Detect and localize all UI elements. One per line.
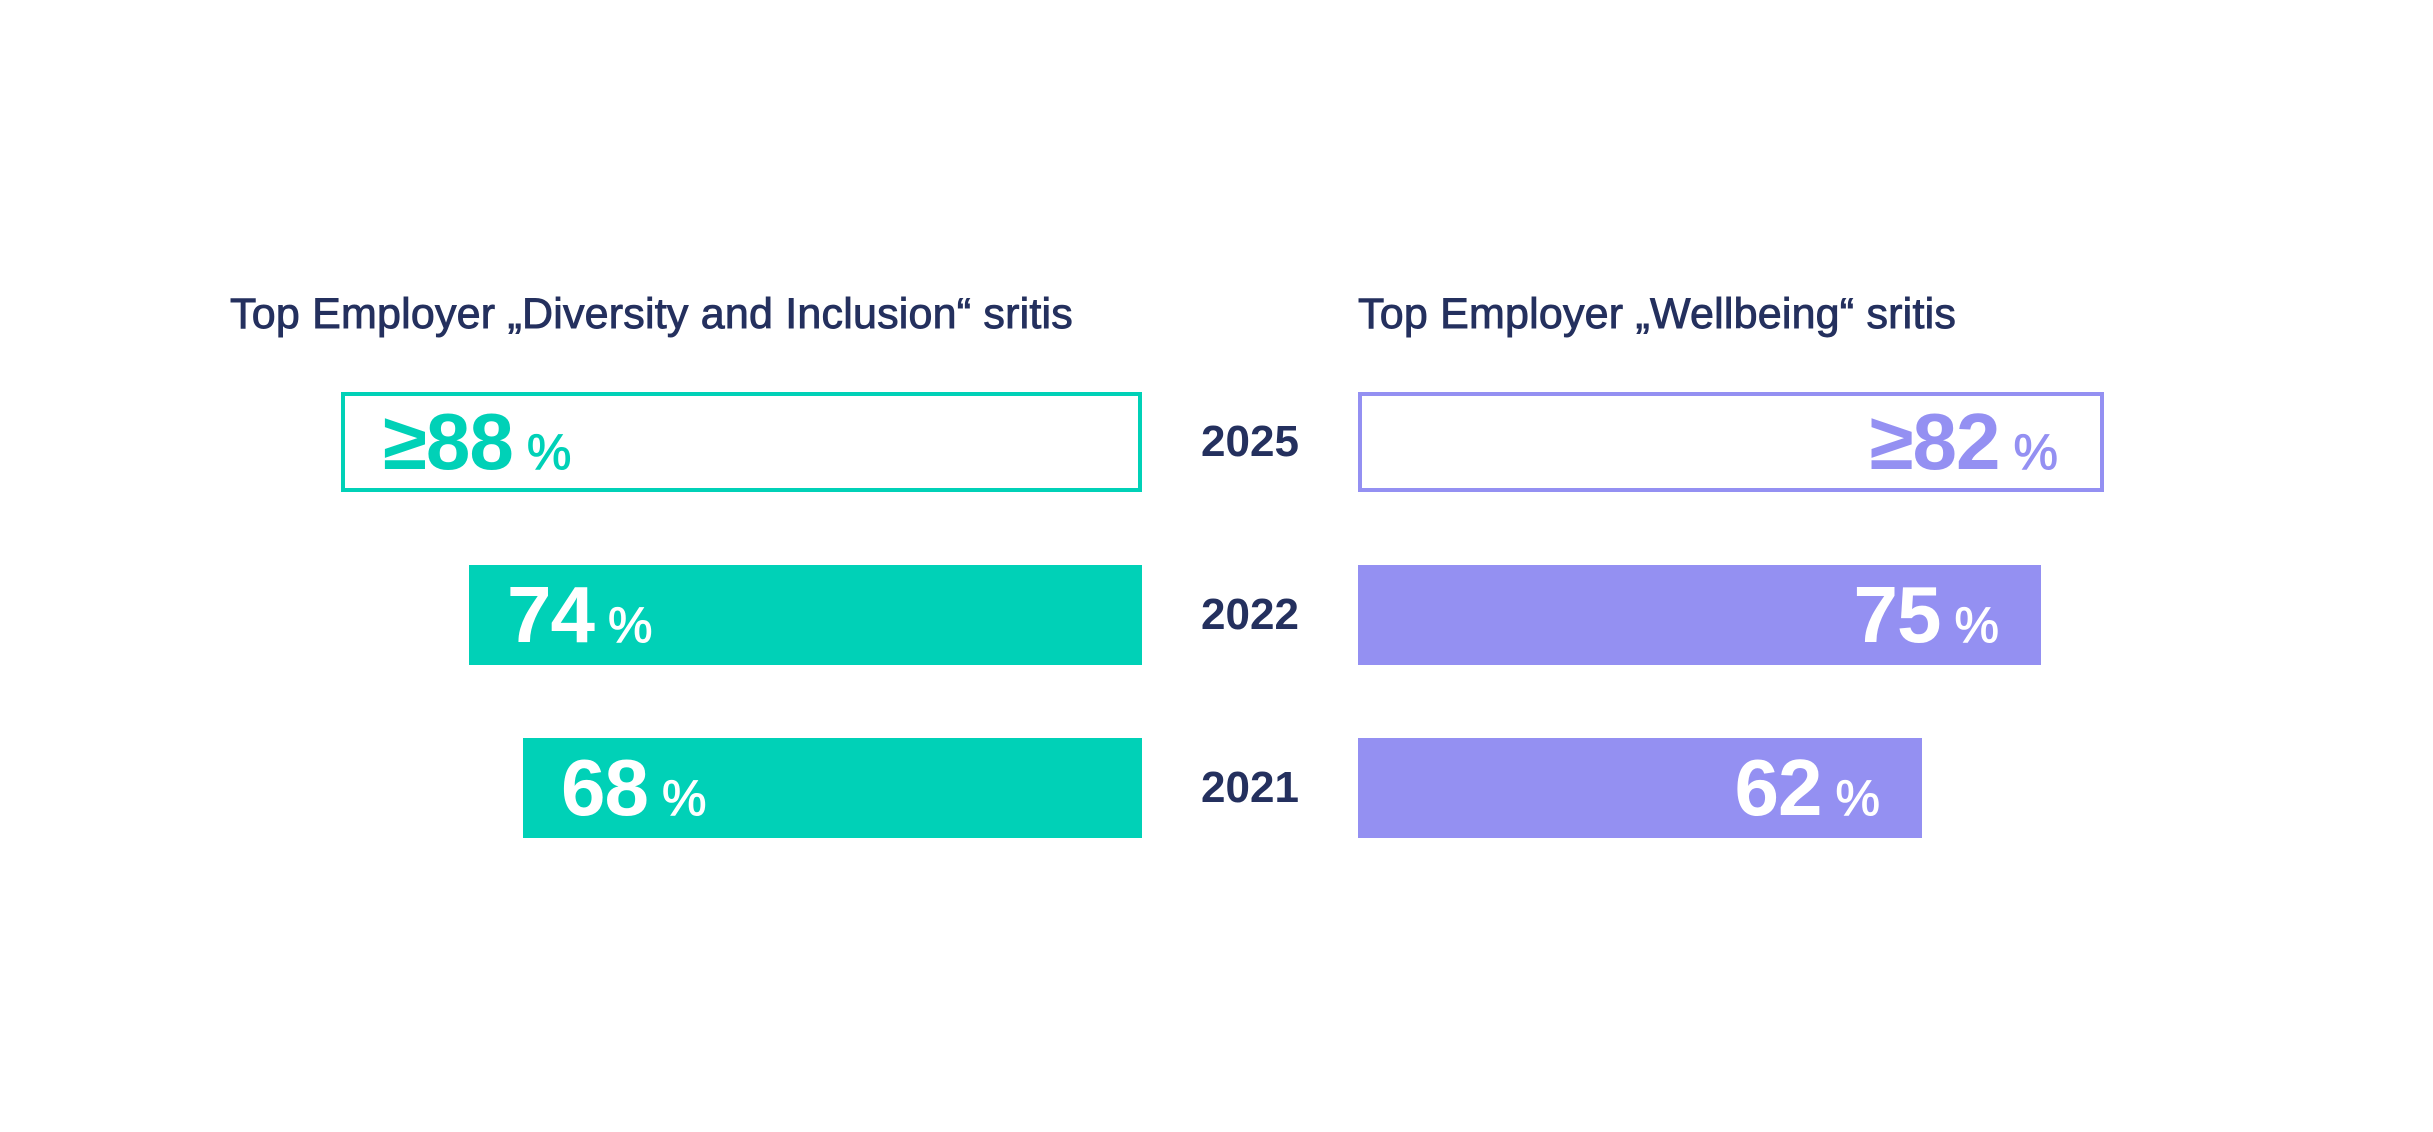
right-bar-2021: 62% <box>1358 738 1922 838</box>
right-chart-title: Top Employer „Wellbeing“ sritis <box>1358 290 1957 339</box>
left-bar-unit: % <box>661 770 707 827</box>
right-bar-label: 75% <box>1853 565 2000 665</box>
left-bar-2022: 74% <box>469 565 1142 665</box>
year-label-2022: 2022 <box>1201 590 1299 639</box>
right-bar-2025: ≥82% <box>1358 392 2104 492</box>
left-bar-label: 74% <box>507 565 653 665</box>
right-bar-label: 62% <box>1734 738 1881 838</box>
left-bar-2025: ≥88% <box>341 392 1142 492</box>
right-bar-unit: % <box>1835 770 1880 827</box>
right-bar-label: ≥82% <box>1869 396 2059 488</box>
left-bar-value: 68 <box>561 743 649 832</box>
left-bar-value: 74 <box>507 570 595 659</box>
right-bar-value: ≥82 <box>1869 397 2001 486</box>
year-label-2025: 2025 <box>1201 417 1299 466</box>
right-bar-unit: % <box>2013 424 2058 481</box>
right-bar-2022: 75% <box>1358 565 2041 665</box>
year-label-2021: 2021 <box>1201 763 1299 812</box>
left-bar-value: ≥88 <box>383 397 514 486</box>
left-bar-label: 68% <box>561 738 707 838</box>
left-bar-2021: 68% <box>523 738 1142 838</box>
left-bar-unit: % <box>526 424 572 481</box>
right-bar-value: 75 <box>1853 570 1942 659</box>
left-chart-title: Top Employer „Diversity and Inclusion“ s… <box>230 290 1074 339</box>
right-bar-value: 62 <box>1734 743 1823 832</box>
left-bar-label: ≥88% <box>383 396 572 488</box>
right-bar-unit: % <box>1954 597 1999 654</box>
left-bar-unit: % <box>607 597 653 654</box>
